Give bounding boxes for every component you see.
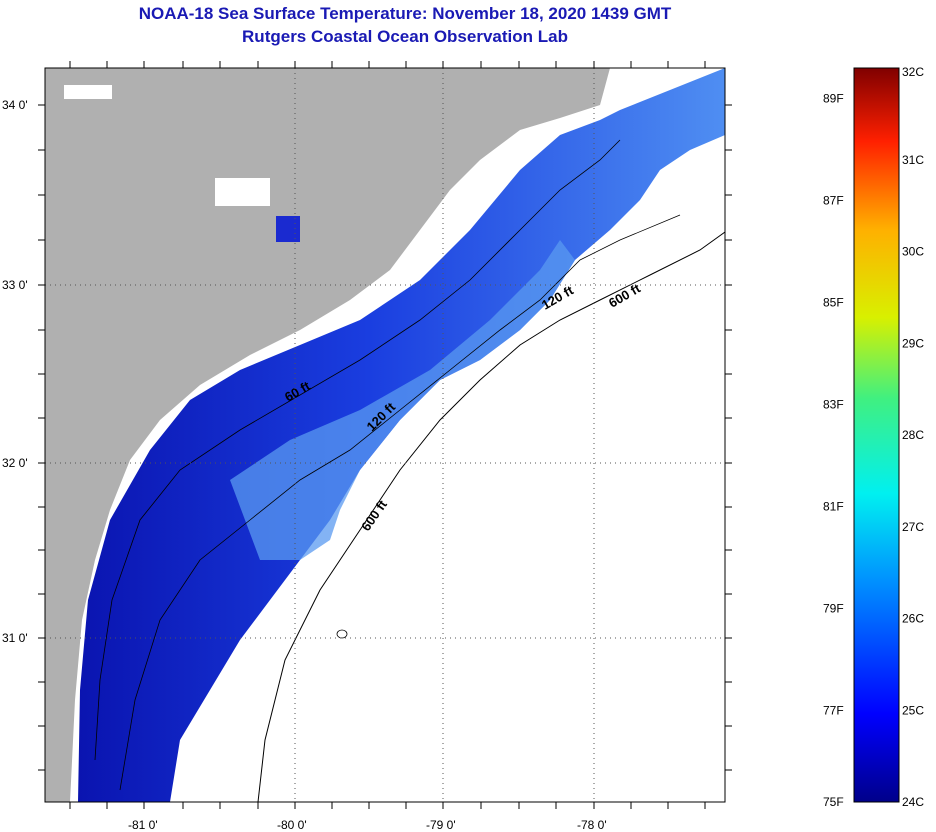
colorbar-ticks: 32C 31C 30C 29C 28C 27C 26C 25C 24C 89F 87F 85F 83F 8… <box>823 65 924 809</box>
contour-120ft <box>119 214 681 791</box>
colorbar-celsius-label: 32C <box>902 65 924 79</box>
lon-label: -79 0' <box>426 818 456 832</box>
lon-label: -80 0' <box>277 818 307 832</box>
lat-label: 31 0' <box>2 631 28 645</box>
colorbar-fahrenheit-label: 79F <box>823 601 844 615</box>
colorbar-celsius-label: 27C <box>902 520 924 534</box>
land-mass <box>45 68 610 802</box>
temperature-colorbar <box>853 67 900 803</box>
colorbar-fahrenheit-label: 83F <box>823 397 844 411</box>
colorbar-celsius-label: 24C <box>902 795 924 809</box>
lat-label: 34 0' <box>2 98 28 112</box>
graticule <box>45 68 725 802</box>
map-subtitle: Rutgers Coastal Ocean Observation Lab <box>242 27 568 46</box>
colorbar-celsius-label: 25C <box>902 703 924 717</box>
colorbar-fahrenheit-label: 89F <box>823 92 844 106</box>
colorbar-fahrenheit-label: 81F <box>823 499 844 513</box>
colorbar-celsius-label: 30C <box>902 245 924 259</box>
lat-ticks <box>38 104 732 771</box>
lon-label: -78 0' <box>577 818 607 832</box>
seamount-contour <box>336 629 348 639</box>
lon-label: -81 0' <box>128 818 158 832</box>
lon-ticks <box>69 61 706 809</box>
map-frame <box>44 67 726 803</box>
lat-label: 33 0' <box>2 278 28 292</box>
lat-label: 32 0' <box>2 456 28 470</box>
warm-water-patch <box>230 240 575 560</box>
colorbar-fahrenheit-label: 85F <box>823 295 844 309</box>
lake <box>276 216 300 242</box>
contour-60ft <box>94 139 621 761</box>
colorbar-fahrenheit-label: 75F <box>823 795 844 809</box>
colorbar-celsius-label: 26C <box>902 612 924 626</box>
cloud-patch <box>64 85 112 99</box>
colorbar-celsius-label: 29C <box>902 336 924 350</box>
colorbar-fahrenheit-label: 87F <box>823 194 844 208</box>
colorbar-celsius-label: 31C <box>902 153 924 167</box>
contour-600ft <box>257 231 725 802</box>
colorbar-fahrenheit-label: 77F <box>823 703 844 717</box>
map-title: NOAA-18 Sea Surface Temperature: Novembe… <box>138 4 672 23</box>
colorbar-celsius-label: 28C <box>902 428 924 442</box>
cloud-patch <box>215 178 270 206</box>
